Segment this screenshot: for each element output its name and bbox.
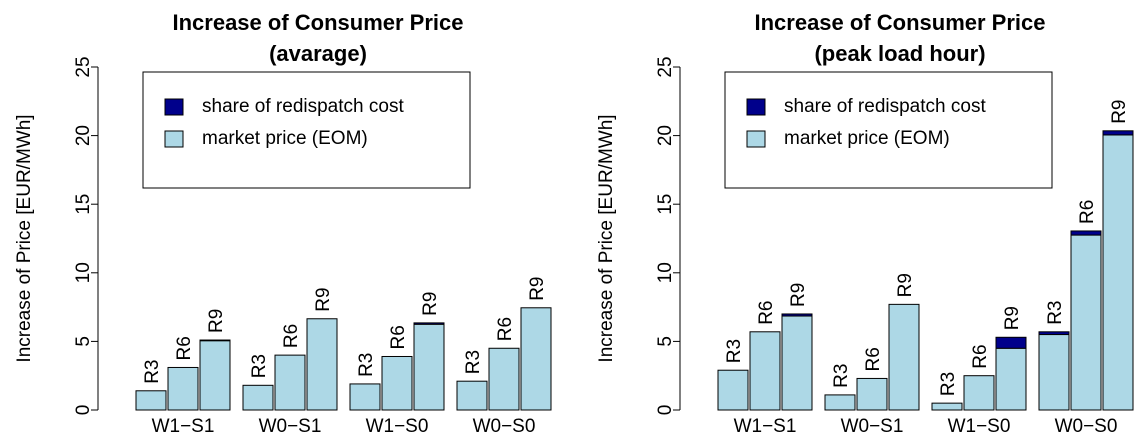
y-tick-label: 25: [73, 56, 94, 77]
bar-segment: [199, 340, 231, 411]
bar-segment: [274, 354, 306, 411]
y-tick-label: 5: [655, 336, 676, 347]
bar-segment: [242, 384, 274, 411]
y-tick-label: 15: [73, 194, 94, 215]
x-tick-label: W1−S0: [948, 416, 1011, 437]
y-tick-label: 15: [655, 194, 676, 215]
bar-segment: [520, 307, 552, 411]
bar-label: R9: [206, 309, 227, 333]
chart-title: Increase of Consumer Price: [172, 10, 463, 35]
bar-label: R9: [313, 287, 334, 311]
y-axis-label: Increase of Price [EUR/MWh]: [596, 114, 617, 362]
bar-segment: [488, 347, 520, 411]
legend-label: market price (EOM): [784, 128, 950, 149]
bar-label: R3: [356, 353, 377, 377]
legend-swatch: [746, 130, 766, 148]
x-tick-label: W1−S0: [366, 416, 429, 437]
x-tick-label: W1−S1: [734, 416, 797, 437]
bar-segment: [824, 394, 856, 411]
bar-label: R3: [724, 339, 745, 363]
x-tick-label: W0−S0: [473, 416, 536, 437]
bar-label: R9: [895, 273, 916, 297]
legend-label: market price (EOM): [202, 128, 368, 149]
bar-label: R9: [420, 292, 441, 316]
bar-segment: [995, 336, 1027, 349]
y-tick-label: 0: [655, 405, 676, 416]
legend-swatch: [164, 130, 184, 148]
bar-label: R3: [249, 354, 270, 378]
bar-segment: [135, 390, 167, 411]
bar-segment: [306, 318, 338, 411]
legend-swatch: [164, 98, 184, 116]
bar-segment: [888, 303, 920, 411]
bar-segment: [1102, 130, 1134, 136]
bar-label: R6: [970, 344, 991, 368]
bar-segment: [717, 369, 749, 411]
bar-segment: [413, 322, 445, 325]
chart-title: Increase of Consumer Price: [754, 10, 1045, 35]
y-axis-label: Increase of Price [EUR/MWh]: [14, 114, 35, 362]
y-tick-label: 20: [655, 125, 676, 146]
bar-label: R3: [1045, 300, 1066, 324]
bar-segment: [856, 377, 888, 411]
legend-label: share of redispatch cost: [202, 96, 404, 117]
bar-segment: [781, 315, 813, 411]
bar-label: R3: [142, 359, 163, 383]
x-tick-label: W0−S1: [259, 416, 322, 437]
bar-label: R9: [527, 276, 548, 300]
chart-panel: Increase of Consumer Price (avarage) Incre…: [14, 10, 552, 437]
bar-segment: [995, 347, 1027, 411]
bar-segment: [931, 402, 963, 411]
bar-label: R6: [388, 325, 409, 349]
bar-label: R9: [1002, 306, 1023, 330]
bar-segment: [381, 355, 413, 411]
bar-segment: [1038, 331, 1070, 336]
legend-box: [724, 71, 1053, 189]
bar-segment: [781, 313, 813, 317]
bar-label: R6: [174, 336, 195, 360]
bar-label: R6: [281, 324, 302, 348]
bar-segment: [749, 331, 781, 411]
chart-subtitle: (peak load hour): [814, 41, 985, 66]
bar-label: R3: [463, 350, 484, 374]
bar-segment: [167, 366, 199, 411]
legend-swatch: [746, 98, 766, 116]
legend-box: [142, 71, 471, 189]
bar-segment: [413, 323, 445, 411]
bar-label: R3: [831, 364, 852, 388]
bar-segment: [1070, 234, 1102, 411]
y-tick-label: 10: [655, 262, 676, 283]
bar-segment: [199, 339, 231, 342]
bar-segment: [349, 383, 381, 411]
bar-label: R6: [1077, 200, 1098, 224]
bar-label: R6: [863, 347, 884, 371]
bar-segment: [1070, 230, 1102, 236]
y-tick-label: 5: [73, 336, 94, 347]
y-tick-label: 10: [73, 262, 94, 283]
bar-segment: [456, 380, 488, 411]
chart-panel: Increase of Consumer Price (peak load hou…: [596, 10, 1134, 437]
bar-label: R9: [1109, 100, 1130, 124]
y-tick-label: 0: [73, 405, 94, 416]
x-tick-label: W0−S0: [1055, 416, 1118, 437]
legend-label: share of redispatch cost: [784, 96, 986, 117]
y-tick-label: 25: [655, 56, 676, 77]
bar-label: R6: [756, 300, 777, 324]
x-tick-label: W0−S1: [841, 416, 904, 437]
bar-label: R6: [495, 317, 516, 341]
x-tick-label: W1−S1: [152, 416, 215, 437]
bar-segment: [1102, 134, 1134, 411]
y-tick-label: 20: [73, 125, 94, 146]
bar-segment: [1038, 334, 1070, 411]
chart-subtitle: (avarage): [269, 41, 367, 66]
bar-label: R9: [788, 283, 809, 307]
bar-label: R3: [938, 372, 959, 396]
bar-segment: [963, 375, 995, 411]
